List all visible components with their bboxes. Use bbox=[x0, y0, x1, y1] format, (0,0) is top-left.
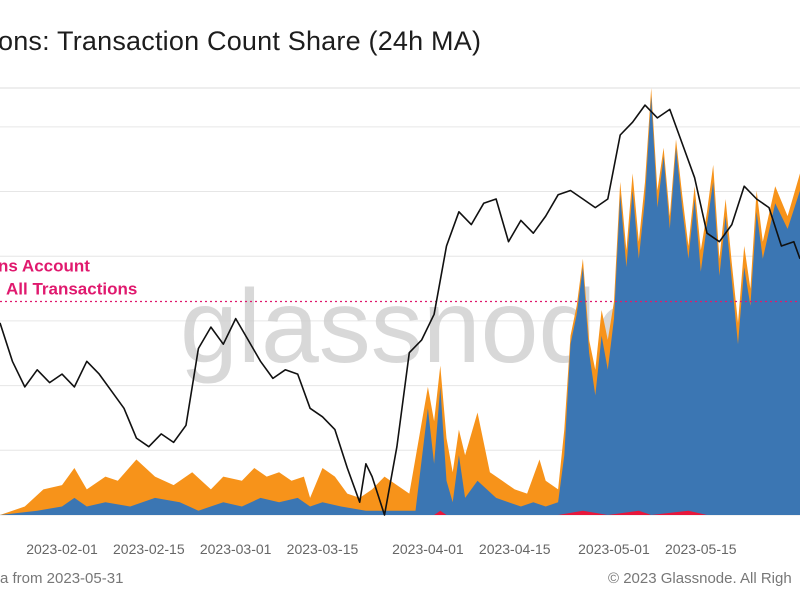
price-line bbox=[0, 104, 800, 516]
chart-title: ons: Transaction Count Share (24h MA) bbox=[0, 26, 482, 56]
x-tick-label: 2023-03-01 bbox=[200, 541, 272, 557]
x-tick-label: 2023-04-15 bbox=[479, 541, 551, 557]
x-tick-label: 2023-05-15 bbox=[665, 541, 737, 557]
annotation-line-1: ns Account bbox=[0, 257, 90, 276]
x-tick-label: 2023-03-15 bbox=[287, 541, 359, 557]
reference-annotation: ns Account All Transactions bbox=[0, 257, 137, 299]
footer-copyright: © 2023 Glassnode. All Righ bbox=[608, 570, 792, 587]
red-series-area bbox=[0, 510, 800, 515]
x-tick-label: 2023-02-01 bbox=[26, 541, 98, 557]
blue-series-area bbox=[0, 96, 800, 515]
x-tick-label: 2023-05-01 bbox=[578, 541, 650, 557]
annotation-line-2: All Transactions bbox=[6, 280, 137, 299]
x-tick-label: 2023-04-01 bbox=[392, 541, 464, 557]
x-tick-label: 2023-02-15 bbox=[113, 541, 185, 557]
footer-data-date: a from 2023-05-31 bbox=[0, 570, 124, 587]
x-axis-ticks: 2023-02-01 2023-02-15 2023-03-01 2023-03-15… bbox=[26, 541, 737, 557]
